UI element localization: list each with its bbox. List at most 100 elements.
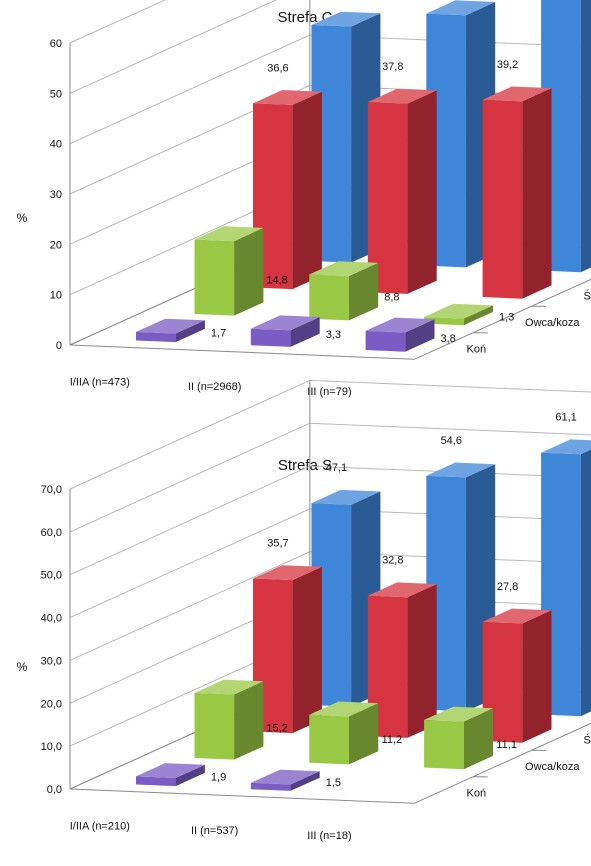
x-tick-label: I/IIA (n=473) <box>70 376 130 388</box>
data-label: 15,2 <box>266 722 287 734</box>
bar-top <box>482 608 552 624</box>
series-label: Owca/koza <box>525 761 580 773</box>
bar-side <box>407 90 437 294</box>
y-tick-label: 50 <box>50 88 62 100</box>
data-label: 11,2 <box>382 734 403 746</box>
bar <box>136 331 176 343</box>
bar-top <box>309 701 379 717</box>
y-axis-label: % <box>17 211 28 225</box>
data-label: 35,7 <box>267 538 288 550</box>
data-label: 61,1 <box>555 412 576 424</box>
bar <box>194 239 235 316</box>
bar-side <box>290 317 320 347</box>
series-label: Koń <box>467 343 487 355</box>
bar-side <box>580 0 591 273</box>
bar-top <box>309 261 379 277</box>
series-label: Koń <box>467 787 487 799</box>
bar <box>482 99 523 299</box>
bar <box>367 102 408 294</box>
bar <box>365 330 406 352</box>
bar-top <box>424 303 493 319</box>
data-label: 1,5 <box>326 777 341 789</box>
y-tick-label: 60,0 <box>41 527 62 539</box>
y-tick-label: 0,0 <box>47 784 62 796</box>
y-tick-label: 20 <box>50 239 62 251</box>
bar-side <box>463 305 493 326</box>
y-tick-label: 0 <box>56 340 62 352</box>
y-tick-label: 40,0 <box>41 613 62 625</box>
gridline <box>69 0 278 94</box>
bar-side <box>463 708 493 770</box>
bar-side <box>175 764 205 787</box>
bar-side <box>580 449 591 717</box>
bar-top <box>424 706 493 722</box>
data-label: 27,8 <box>497 581 518 593</box>
bar-top <box>250 769 320 785</box>
bar <box>367 595 408 738</box>
data-label: 3,8 <box>441 333 456 345</box>
bar-side <box>234 227 264 316</box>
bar-side <box>290 771 320 791</box>
bar-top <box>426 462 496 478</box>
x-tick-label: I/IIA (n=210) <box>70 820 130 832</box>
data-label: 1,7 <box>211 328 226 340</box>
y-tick-label: 40 <box>50 139 62 151</box>
bar-top <box>365 317 435 333</box>
bar-top <box>311 489 381 505</box>
bar <box>309 714 349 765</box>
x-tick-label: III (n=79) <box>307 386 351 398</box>
data-label: 32,8 <box>382 555 403 567</box>
bar <box>194 692 235 760</box>
series-label: Owca/koza <box>525 317 580 329</box>
bar-side <box>175 320 205 343</box>
bar <box>250 782 291 791</box>
bar-top <box>482 86 552 102</box>
chart-title: Strefa S <box>278 457 332 474</box>
bar-side <box>292 566 322 734</box>
data-label: 11,1 <box>496 739 517 751</box>
y-axis-label: % <box>17 660 28 674</box>
chart-1: Strefa C%010203040506046,950,155,736,637… <box>17 0 591 398</box>
data-label: 47,1 <box>326 462 347 474</box>
data-label: 1,9 <box>211 772 226 784</box>
bar-top <box>253 565 322 581</box>
bar-top <box>250 315 320 331</box>
gridline <box>69 0 167 44</box>
bar-top <box>541 439 591 455</box>
data-label: 54,6 <box>441 435 462 447</box>
bar-side <box>522 88 552 299</box>
y-tick-label: 30,0 <box>41 655 62 667</box>
data-label: 36,6 <box>267 62 288 74</box>
y-tick-label: 10,0 <box>41 741 62 753</box>
bar-top <box>194 226 264 242</box>
bar <box>309 274 349 321</box>
data-label: 39,2 <box>497 59 518 71</box>
bar <box>136 776 176 787</box>
data-label: 3,3 <box>326 329 341 341</box>
bar-top <box>136 318 205 334</box>
bar-top <box>253 90 322 105</box>
bar-top <box>194 679 264 695</box>
bar-side <box>522 610 552 743</box>
bar-side <box>234 681 264 760</box>
x-tick-label: II (n=2968) <box>188 381 242 393</box>
bar-side <box>292 91 322 290</box>
bar-top <box>426 0 496 16</box>
x-tick-label: II (n=537) <box>191 825 238 837</box>
series-label: Świnia <box>584 733 591 746</box>
y-tick-label: 60 <box>50 38 62 50</box>
chart-2: Strefa S% 0,0 10,0 20,0 30,0 40,0 50,0 60,0 70,0… <box>17 379 591 842</box>
data-label: 37,8 <box>382 61 403 73</box>
y-tick-label: 50,0 <box>41 570 62 582</box>
y-tick-label: 30 <box>50 189 62 201</box>
bar-top <box>136 763 205 778</box>
y-tick-label: 10 <box>50 290 62 302</box>
bar-side <box>405 319 435 352</box>
y-tick-label: 20,0 <box>41 698 62 710</box>
data-label: 8,8 <box>384 291 399 303</box>
bar-top <box>367 582 437 598</box>
y-tick-label: 70,0 <box>41 484 62 496</box>
x-tick-label: III (n=18) <box>307 830 351 842</box>
bar <box>250 328 291 347</box>
